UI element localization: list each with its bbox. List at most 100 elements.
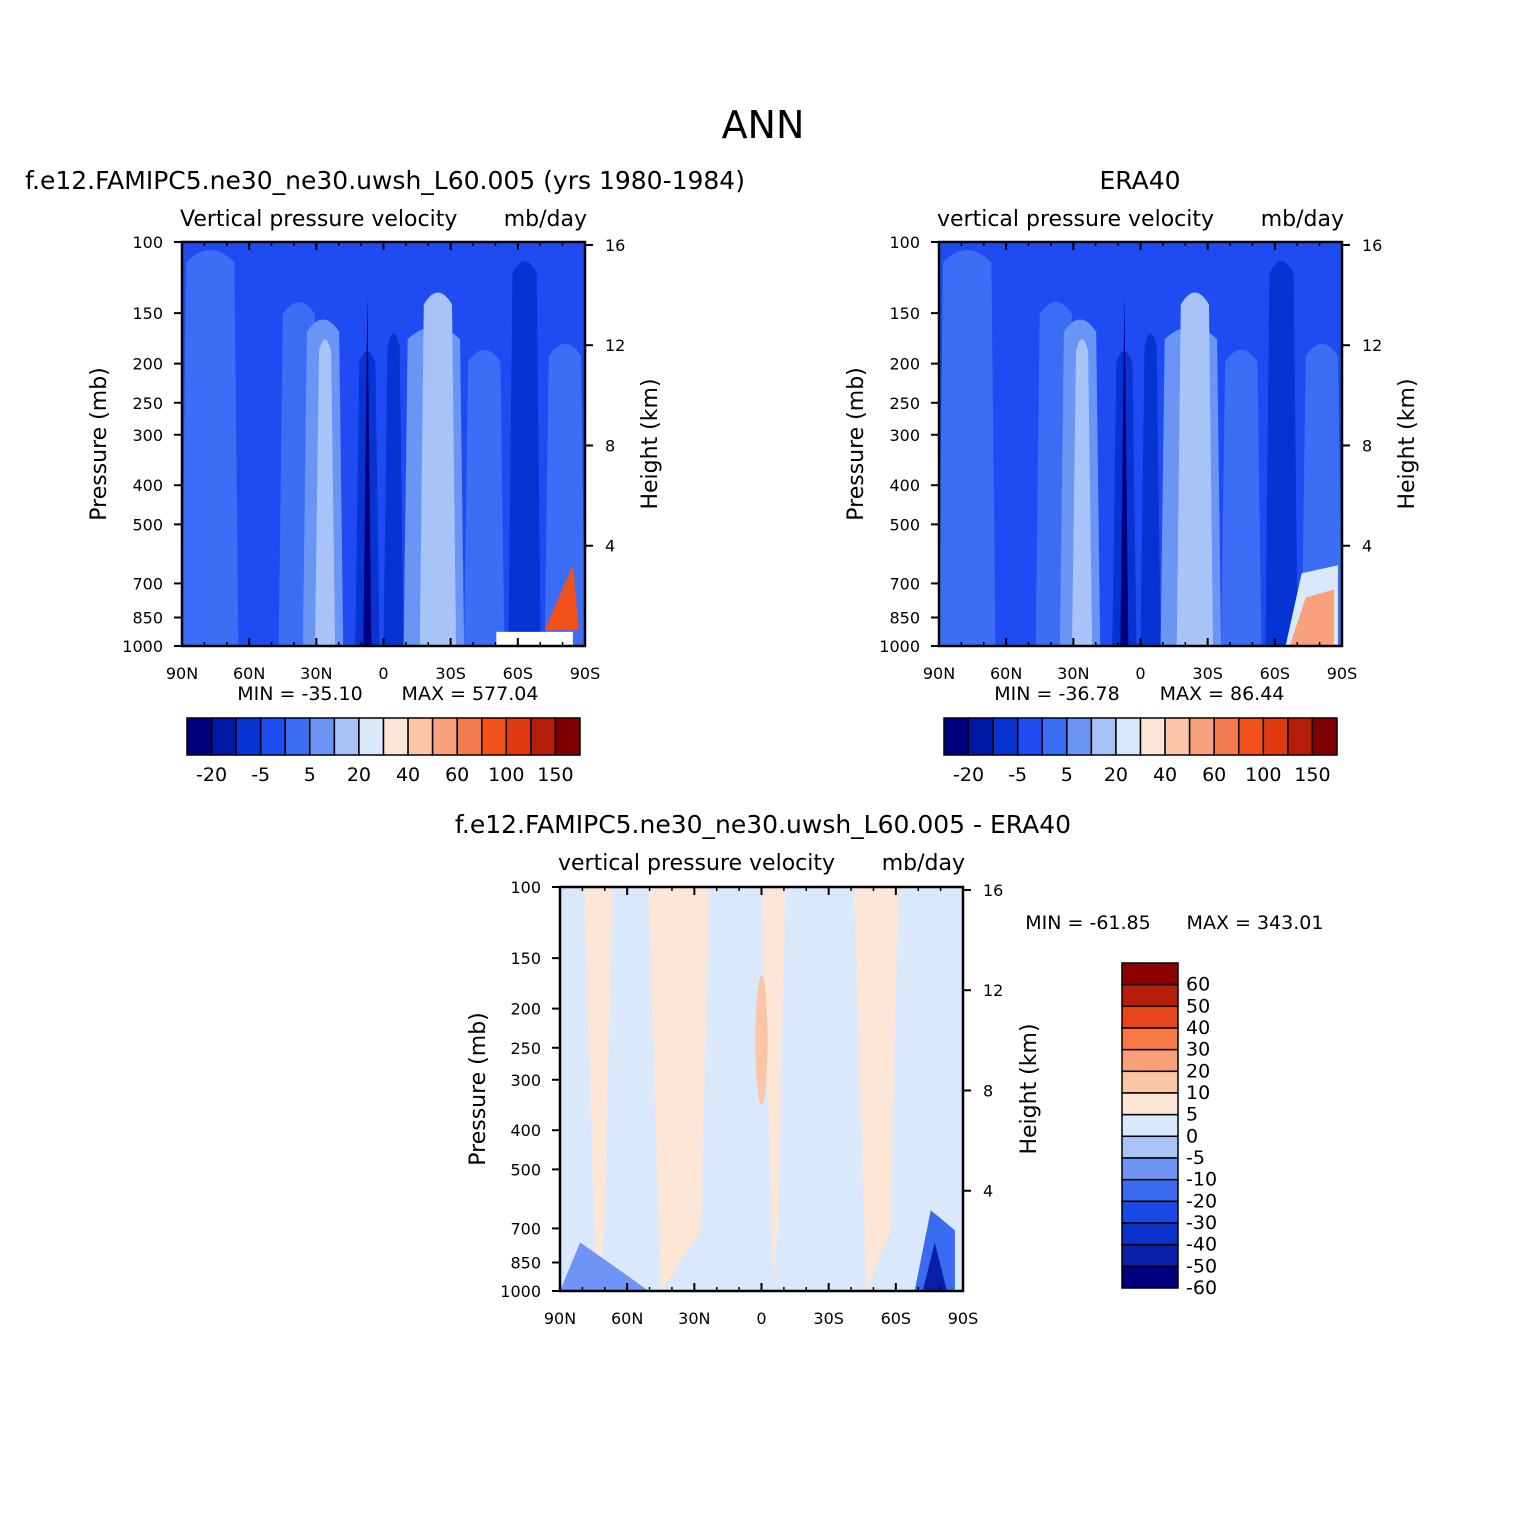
y-tick-label: 700 [132,574,163,593]
colorbar-swatch [1121,1222,1179,1246]
colorbar-label: -20 [196,764,227,786]
field-band [1176,292,1214,646]
colorbar-label: 20 [347,764,371,786]
x-tick-label: 60S [503,664,534,683]
y2-tick-label: 16 [605,236,625,255]
y-tick-label: 250 [889,394,920,413]
field-band [544,343,585,646]
y-tick-label: 850 [510,1253,541,1272]
field-band [343,271,356,646]
panel-diff: f.e12.FAMIPC5.ne30_ne30.uwsh_L60.005 - E… [455,810,1324,1328]
x-tick-label: 30S [435,664,466,683]
colorbar-label: 60 [445,764,469,786]
y-tick-label: 700 [889,574,920,593]
colorbar-label: 50 [1186,995,1210,1017]
y-axis-label: Pressure (mb) [844,367,869,521]
colorbar-swatch [235,717,262,756]
variable-label: Vertical pressure velocity [180,207,457,232]
colorbar-label: 100 [488,764,524,786]
colorbar-label: -30 [1186,1212,1217,1234]
max-label: MAX = 86.44 [1160,683,1285,705]
colorbar-label: -20 [953,764,984,786]
colorbar-label: 100 [1245,764,1281,786]
colorbar-label: -40 [1186,1234,1217,1256]
page-title: ANN [722,103,805,147]
colorbar-swatch [284,717,311,756]
colorbar-swatch [1066,717,1093,756]
colorbar-swatch [1121,1027,1179,1051]
units-label: mb/day [504,207,587,232]
plot-area: 90N 60N 30N 0 30S 60S 90S 100 150 200 250 300 400 500… [500,878,1003,1328]
y-tick-label: 400 [510,1121,541,1140]
y-tick-label: 850 [132,608,163,627]
colorbar-label: -50 [1186,1255,1217,1277]
y-tick-label: 150 [132,304,163,323]
field-cold-core [922,1242,947,1291]
colorbar-swatch [1311,717,1338,756]
y2-tick-label: 16 [983,881,1003,900]
colorbar-swatch [259,717,286,756]
field-band [419,292,457,646]
colorbar-label: 40 [1186,1017,1210,1039]
colorbar-swatch [1287,717,1314,756]
colorbar-swatch [943,717,970,756]
field-band [1221,349,1262,646]
variable-label: vertical pressure velocity [558,851,835,876]
y-tick-label: 150 [889,304,920,323]
colorbar-swatch [967,717,994,756]
field-warm-region [648,887,710,1291]
x-tick-label: 30N [1057,664,1089,683]
units-label: mb/day [1261,207,1344,232]
colorbar-swatch [1213,717,1240,756]
field-warm-core [1289,589,1334,646]
y2-tick-label: 4 [1362,537,1372,556]
colorbar-label: -5 [1186,1147,1205,1169]
colorbar-swatch [505,717,532,756]
y-tick-label: 200 [510,1000,541,1019]
colorbar-label: 0 [1186,1125,1198,1147]
y-tick-label: 200 [132,355,163,374]
colorbar-label: 60 [1186,974,1210,996]
colorbar: -20 -5 5 20 40 60 100 150 [186,717,581,786]
colorbar-swatch [1121,1048,1179,1073]
field-band [464,349,505,646]
field-band [939,250,996,646]
y2-tick-label: 4 [605,537,615,556]
y-tick-label: 100 [510,878,541,897]
colorbar-label: 5 [304,764,316,786]
y-tick-label: 400 [889,476,920,495]
x-tick-label: 30S [1192,664,1223,683]
colorbar-swatch [1238,717,1265,756]
x-tick-label: 90S [948,1309,979,1328]
colorbar-swatch [481,717,508,756]
y-tick-label: 300 [132,426,163,445]
field-cold-region [560,1242,649,1291]
contour-field [560,887,963,1291]
y-tick-label: 850 [889,608,920,627]
x-tick-label: 60N [611,1309,643,1328]
field-warm-region [761,887,786,1291]
colorbar-swatch [1121,1243,1179,1268]
y-tick-label: 300 [889,426,920,445]
colorbar-label: 5 [1061,764,1073,786]
colorbar-swatch [1164,717,1191,756]
panel-model: f.e12.FAMIPC5.ne30_ne30.uwsh_L60.005 (yr… [25,166,745,786]
colorbar-label: 150 [1294,764,1330,786]
colorbar-swatch [530,717,557,756]
y2-tick-label: 12 [1362,336,1382,355]
x-tick-label: 0 [756,1309,766,1328]
colorbar-swatch [1090,717,1117,756]
field-band [1140,333,1161,646]
x-tick-label: 90N [923,664,955,683]
field-band [314,339,336,646]
x-tick-label: 30N [678,1309,710,1328]
x-tick-label: 60S [881,1309,912,1328]
colorbar-swatch [210,717,237,756]
y2-tick-label: 16 [1362,236,1382,255]
y2-axis-label: Height (km) [638,378,663,509]
colorbar-swatch [1121,962,1179,986]
variable-label: vertical pressure velocity [937,207,1214,232]
